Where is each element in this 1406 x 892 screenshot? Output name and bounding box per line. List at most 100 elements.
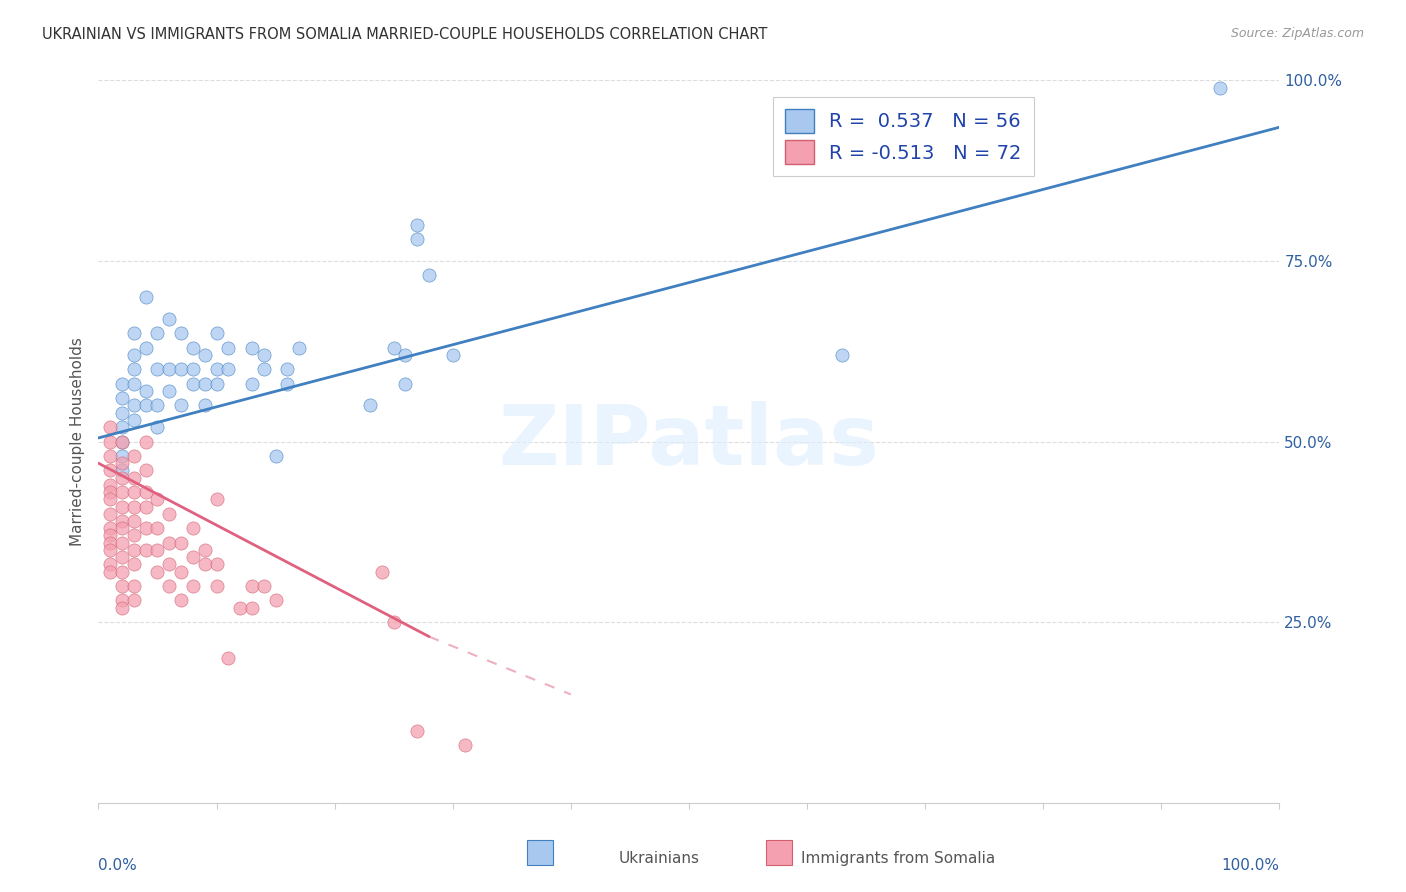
Point <box>157 558 180 572</box>
Text: Immigrants from Somalia: Immigrants from Somalia <box>801 851 995 865</box>
Point <box>111 550 134 565</box>
Point <box>205 362 228 376</box>
Point <box>217 341 239 355</box>
Point <box>205 492 228 507</box>
Point <box>382 615 405 630</box>
Point <box>122 514 145 528</box>
Point <box>122 528 145 542</box>
Point <box>406 218 429 232</box>
Point <box>122 558 145 572</box>
Point <box>135 341 157 355</box>
Point <box>157 535 180 549</box>
Point <box>157 384 180 398</box>
Point <box>394 348 416 362</box>
Point <box>240 579 263 593</box>
Point <box>394 376 416 391</box>
Point <box>253 348 276 362</box>
Point <box>205 326 228 340</box>
Point <box>98 558 121 572</box>
Point <box>253 579 276 593</box>
Point <box>441 348 464 362</box>
Point <box>111 521 134 535</box>
Point <box>135 485 157 500</box>
Point <box>453 738 475 752</box>
Point <box>135 290 157 304</box>
Point <box>382 341 405 355</box>
Point <box>1209 80 1232 95</box>
Point <box>122 500 145 514</box>
Point <box>98 485 121 500</box>
Legend: R =  0.537   N = 56, R = -0.513   N = 72: R = 0.537 N = 56, R = -0.513 N = 72 <box>773 97 1033 176</box>
Point <box>406 232 429 246</box>
Point <box>122 362 145 376</box>
Point <box>111 500 134 514</box>
Point <box>205 579 228 593</box>
Point <box>111 376 134 391</box>
Point <box>111 600 134 615</box>
Point <box>111 565 134 579</box>
Point <box>122 376 145 391</box>
Point <box>111 456 134 470</box>
Text: UKRAINIAN VS IMMIGRANTS FROM SOMALIA MARRIED-COUPLE HOUSEHOLDS CORRELATION CHART: UKRAINIAN VS IMMIGRANTS FROM SOMALIA MAR… <box>42 27 768 42</box>
Point <box>122 542 145 557</box>
Point <box>111 449 134 463</box>
Point <box>122 449 145 463</box>
Point <box>111 535 134 549</box>
Point <box>157 362 180 376</box>
Point <box>135 500 157 514</box>
Point <box>111 406 134 420</box>
Point <box>98 420 121 434</box>
Point <box>122 470 145 484</box>
Point <box>122 398 145 412</box>
Point <box>181 376 204 391</box>
Point <box>98 492 121 507</box>
Point <box>146 398 169 412</box>
Point <box>418 268 440 283</box>
Text: Source: ZipAtlas.com: Source: ZipAtlas.com <box>1230 27 1364 40</box>
Point <box>111 593 134 607</box>
Point <box>181 550 204 565</box>
Point <box>359 398 381 412</box>
Point <box>98 535 121 549</box>
Text: Ukrainians: Ukrainians <box>619 851 700 865</box>
Point <box>170 398 193 412</box>
Point <box>170 535 193 549</box>
Point <box>146 542 169 557</box>
Point <box>181 341 204 355</box>
Point <box>122 413 145 427</box>
Point <box>181 521 204 535</box>
Point <box>288 341 311 355</box>
Point <box>98 463 121 477</box>
Point <box>240 341 263 355</box>
Point <box>229 600 252 615</box>
Point <box>170 565 193 579</box>
Point <box>111 463 134 477</box>
Point <box>146 326 169 340</box>
Point <box>135 463 157 477</box>
Point <box>111 514 134 528</box>
Point <box>157 579 180 593</box>
Point <box>181 362 204 376</box>
Point <box>276 376 298 391</box>
Point <box>146 565 169 579</box>
Point <box>98 478 121 492</box>
Point <box>122 593 145 607</box>
Point <box>217 651 239 665</box>
Text: 0.0%: 0.0% <box>98 858 138 872</box>
Point <box>98 507 121 521</box>
Point <box>111 470 134 484</box>
Point <box>253 362 276 376</box>
Point <box>146 420 169 434</box>
Point <box>264 449 287 463</box>
Point <box>146 362 169 376</box>
Point <box>135 521 157 535</box>
Point <box>98 565 121 579</box>
Point <box>217 362 239 376</box>
Point <box>146 492 169 507</box>
Point <box>157 311 180 326</box>
Point <box>111 579 134 593</box>
Point <box>98 521 121 535</box>
Point <box>122 579 145 593</box>
Point <box>98 449 121 463</box>
Text: 100.0%: 100.0% <box>1222 858 1279 872</box>
